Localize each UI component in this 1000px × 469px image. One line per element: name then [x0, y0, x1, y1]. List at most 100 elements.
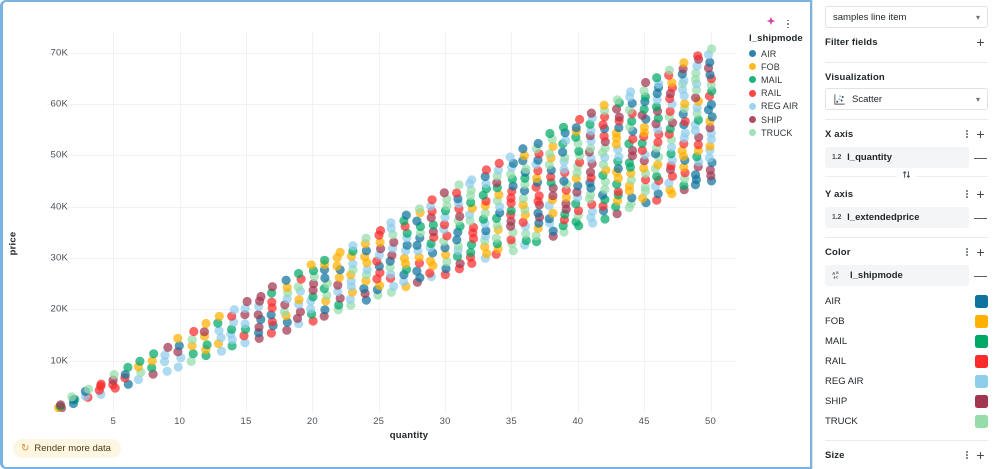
x-axis-field-chip[interactable]: 1.2 l_quantity: [825, 147, 969, 168]
color-field-chip[interactable]: A B C l_shipmode: [825, 265, 969, 286]
color-menu-icon[interactable]: [961, 245, 973, 259]
scatter-point: [600, 143, 610, 153]
scatter-point: [677, 146, 687, 156]
x-axis-tick-label: 5: [110, 416, 117, 427]
scatter-point: [533, 208, 543, 218]
color-legend-item[interactable]: TRUCK: [825, 411, 988, 431]
legend-item[interactable]: RAIL: [749, 87, 810, 100]
swap-axes-icon[interactable]: [897, 169, 916, 182]
color-legend-list: AIR FOB MAIL RAIL REG AIR SHIP TRUCK: [825, 291, 988, 431]
add-color-field-button[interactable]: +: [976, 244, 985, 260]
color-legend-swatch[interactable]: [975, 294, 988, 308]
scatter-point: [680, 99, 690, 109]
scatter-point: [345, 294, 355, 304]
scatter-point: [242, 296, 252, 307]
scatter-point: [84, 384, 94, 394]
scatter-point: [160, 350, 170, 360]
render-more-data-button[interactable]: ↻ Render more data: [13, 439, 121, 458]
scatter-point: [308, 292, 318, 302]
scatter-point: [334, 272, 344, 283]
scatter-point: [361, 246, 371, 256]
color-legend-item[interactable]: REG AIR: [825, 371, 988, 391]
scatter-point: [548, 208, 558, 218]
scatter-point: [494, 158, 504, 168]
legend-item[interactable]: MAIL: [749, 73, 810, 86]
scatter-point: [706, 99, 717, 110]
gridline-vertical: [179, 32, 181, 412]
scatter-point: [627, 116, 637, 126]
scatter-point: [282, 325, 292, 335]
legend-item[interactable]: AIR: [749, 47, 810, 60]
scatter-point: [586, 189, 596, 200]
scatter-point: [666, 149, 676, 159]
add-y-axis-field-button[interactable]: +: [976, 186, 985, 202]
scatter-point: [561, 135, 571, 146]
legend-item-label: AIR: [761, 48, 777, 59]
scatter-point: [653, 113, 663, 123]
x-axis-field-row: 1.2 l_quantity —: [825, 147, 988, 168]
legend-item[interactable]: TRUCK: [749, 126, 810, 139]
add-x-axis-field-button[interactable]: +: [976, 126, 985, 142]
chart-panel[interactable]: 10K 20K 30K 40K 50K 60K 70K 5 10 15 20 25 30 35 40 45 5…: [0, 0, 812, 469]
remove-y-axis-field-button[interactable]: —: [974, 210, 987, 225]
scatter-point: [521, 164, 531, 174]
y-axis-tick-label: 30K: [50, 252, 68, 264]
remove-color-field-button[interactable]: —: [974, 268, 987, 283]
sparkle-diamond-icon[interactable]: [765, 15, 777, 33]
color-legend-item[interactable]: FOB: [825, 311, 988, 331]
scatter-point: [693, 115, 704, 125]
y-axis-menu-icon[interactable]: [961, 187, 973, 201]
color-legend-swatch[interactable]: [975, 394, 988, 408]
divider: [825, 119, 988, 120]
color-legend-swatch[interactable]: [975, 354, 988, 368]
remove-x-axis-field-button[interactable]: —: [974, 150, 987, 165]
color-legend-swatch[interactable]: [975, 414, 988, 428]
legend-item-label: FOB: [761, 61, 780, 72]
scatter-point: [653, 160, 663, 170]
swap-axes-row: [825, 168, 988, 183]
plot-inner: [47, 32, 737, 412]
add-size-field-button[interactable]: +: [976, 447, 985, 463]
chart-menu-icon[interactable]: [784, 18, 792, 31]
color-legend-item[interactable]: SHIP: [825, 391, 988, 411]
legend-color-dot: [749, 102, 756, 110]
color-legend-item[interactable]: AIR: [825, 291, 988, 311]
color-legend-swatch[interactable]: [975, 314, 988, 328]
scatter-point: [680, 116, 690, 127]
scatter-point: [599, 131, 609, 141]
visualization-select[interactable]: Scatter ▾: [825, 88, 988, 110]
y-axis-tick-label: 50K: [50, 149, 68, 161]
y-axis-field-chip[interactable]: 1.2 l_extendedprice: [825, 207, 969, 228]
scatter-point: [375, 237, 385, 247]
scatter-point: [386, 218, 396, 228]
color-legend-swatch[interactable]: [975, 334, 988, 348]
scatter-point: [546, 172, 556, 182]
scatter-point: [135, 356, 145, 366]
plot-area[interactable]: 10K 20K 30K 40K 50K 60K 70K 5 10 15 20 25 30 35 40 45 5…: [3, 2, 810, 467]
legend-item-label: SHIP: [761, 114, 783, 125]
add-filter-field-button[interactable]: +: [976, 34, 985, 50]
scatter-point: [96, 379, 106, 389]
legend-item[interactable]: SHIP: [749, 113, 810, 126]
scatter-point: [626, 87, 636, 97]
scatter-point: [240, 319, 250, 329]
color-legend-swatch[interactable]: [975, 374, 988, 388]
scatter-point: [412, 240, 422, 250]
chart-toolbar[interactable]: [765, 15, 792, 33]
color-legend-item[interactable]: RAIL: [825, 351, 988, 371]
divider: [825, 237, 988, 238]
scatter-point: [389, 237, 399, 247]
legend-item[interactable]: FOB: [749, 60, 810, 73]
dataset-select[interactable]: samples line item ▾: [825, 6, 988, 28]
scatter-point: [505, 152, 515, 162]
abc-type-icon: A B C: [832, 267, 844, 285]
scatter-point: [612, 95, 622, 105]
scatter-point: [665, 185, 675, 195]
size-menu-icon[interactable]: [961, 448, 973, 462]
x-axis-menu-icon[interactable]: [961, 127, 973, 141]
scatter-point: [452, 235, 462, 245]
color-legend-item[interactable]: MAIL: [825, 331, 988, 351]
scatter-point: [598, 120, 608, 130]
x-axis-tick-label: 20: [306, 416, 318, 427]
legend-item[interactable]: REG AIR: [749, 100, 810, 113]
